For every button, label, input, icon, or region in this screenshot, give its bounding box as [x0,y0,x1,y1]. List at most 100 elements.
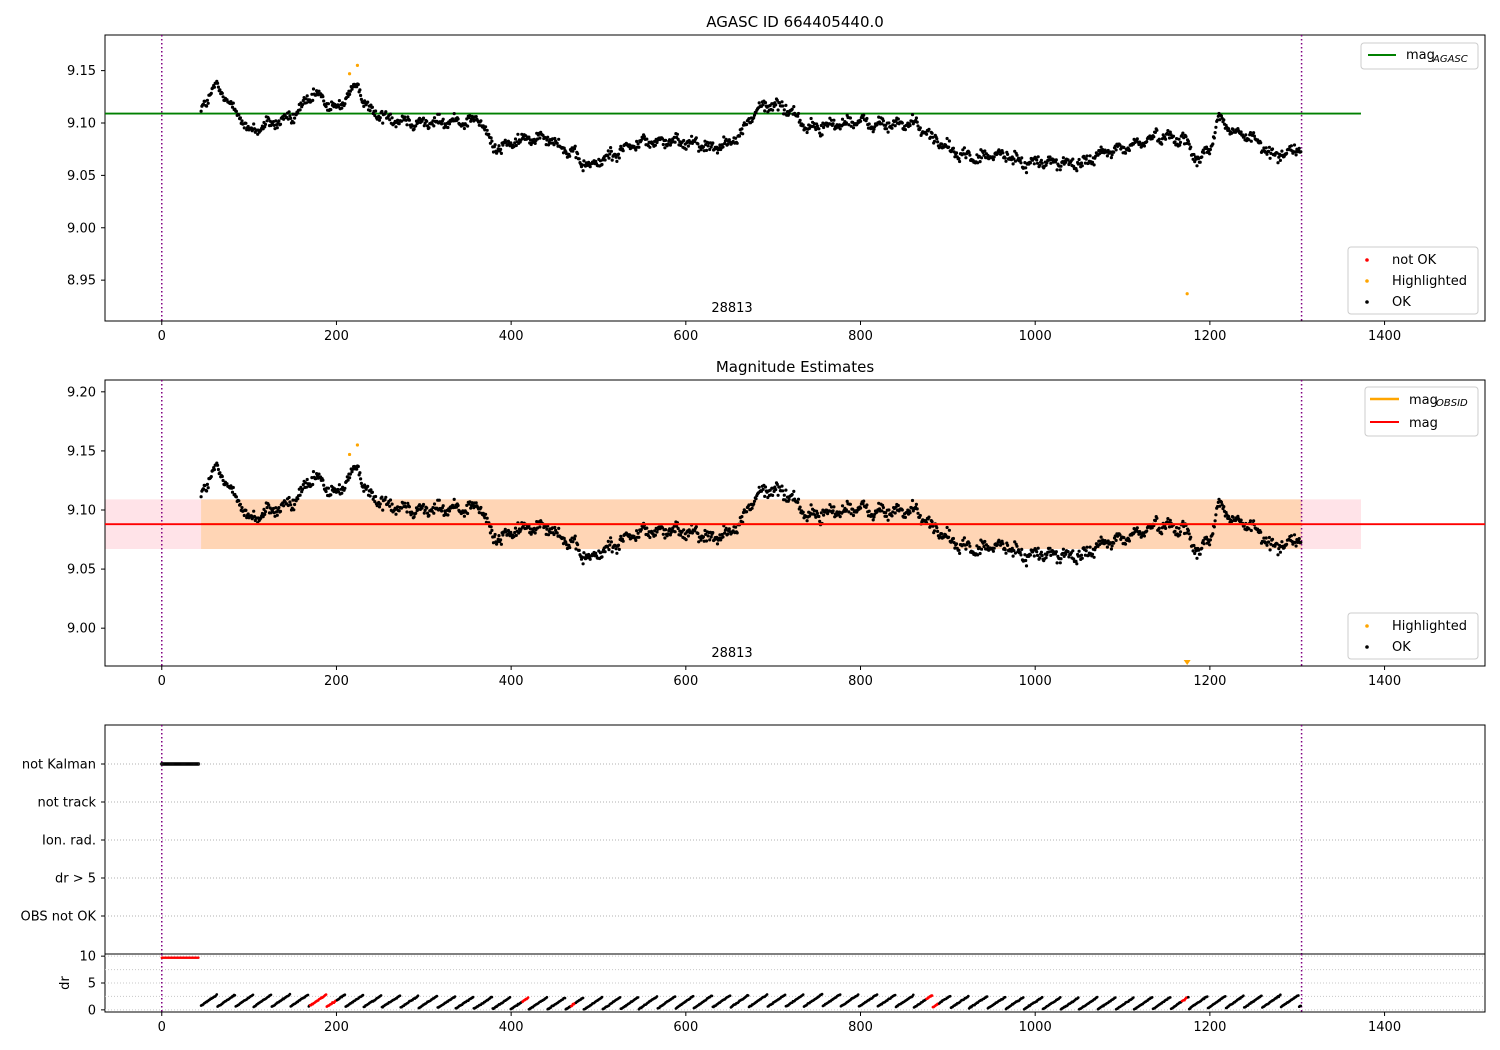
panel1-ok-point [370,105,374,109]
panel1-ok-point [574,156,578,160]
panel1-ok-point [822,125,826,130]
panel1-ok-point [1293,150,1297,154]
panel1-ok-point [645,137,649,141]
panel2-ok-point [871,518,875,522]
panel2-ok-point [469,506,473,510]
panel1-ok-point [271,120,275,124]
panel2-ok-point [616,543,621,547]
panel4-dr-point [563,996,567,1000]
panel1-ok-point [740,127,744,131]
panel4-dr-point [710,994,714,998]
panel1-legend-ok: OK [1392,295,1411,310]
panel2-ok-point [552,532,556,537]
panel2-ok-point [237,499,241,503]
panel2-ok-point [489,525,493,529]
panel4-dr-point [1224,995,1227,998]
panel2-ok-point [697,540,701,544]
panel1-ytick-label-1: 9.00 [67,221,96,236]
panel4-dr-point [618,996,622,999]
panel1-title: AGASC ID 664405440.0 [706,13,884,31]
panel1-ok-point [462,126,466,131]
panel2-ok-point [1277,547,1281,551]
panel1-ok-point [1160,142,1164,146]
panel1-ok-point [1099,145,1103,149]
panel1-ok-point [263,125,267,129]
panel2-ok-point [416,507,420,512]
panel1-ok-point [1248,131,1253,135]
panel1-ok-point [1211,142,1215,146]
panel4-dr-point [655,995,659,998]
panel1-ytick-label-0: 8.95 [67,274,96,289]
panel2-ok-point [886,518,890,522]
panel1-ok-point [957,157,961,161]
panel2-ok-point [1236,514,1240,518]
panel2-ok-point [246,512,250,516]
panel1-ok-point [1292,143,1297,147]
panel2-ok-point [423,508,427,512]
panel1-ok-point [394,125,398,129]
panel1-xtick-label-7: 1400 [1368,329,1401,344]
panel1-ok-point [1256,138,1260,142]
panel1-ok-point [1122,145,1126,150]
panel1-ok-point [340,106,344,110]
panel1-ok-point [1294,153,1298,157]
panel1-ok-point [606,149,610,153]
panel1-legend-highlighted: Highlighted [1392,274,1467,289]
panel1-ok-point [1289,144,1293,148]
panel2-ok-point [911,509,915,513]
panel4-dr-point [416,994,420,997]
panel1-ok-point [553,136,557,141]
panel2-ok-point [916,511,920,515]
panel2-ok-point [694,525,698,529]
panel1-ok-point [1208,152,1212,156]
panel2-ok-point [1213,519,1217,523]
panel2-ok-point [577,548,581,553]
panel2-ok-point [348,476,352,480]
panel2-ok-point [495,540,499,544]
panel1-ok-point [1079,161,1084,165]
panel2-ok-point [1178,533,1182,537]
panel1-ok-point [1071,157,1075,161]
panel2-ok-point [1192,543,1196,548]
panel2-ok-point [394,512,398,516]
panel2-ok-point [580,555,584,559]
panel2-ok-point [238,502,242,506]
panel2-ok-point [1167,525,1172,529]
panel4-xtick-label-2: 400 [499,1020,524,1035]
panel1-ok-point [1230,131,1234,135]
panel1-ytick-label-4: 9.15 [67,64,96,79]
panel1-ok-point [690,141,695,145]
panel1-ok-point [724,137,728,141]
panel2-ok-point [726,532,730,536]
panel4-xtick-label-6: 1200 [1193,1020,1226,1035]
panel4-dr-point [1299,1004,1303,1008]
panel4-dr-point [1059,996,1062,999]
panel1-ok-point [605,154,610,158]
panel1-ok-point [513,137,518,141]
panel1-ok-point [552,143,556,147]
panel2-ok-point [639,528,643,532]
panel1-ok-point [741,132,745,136]
panel1-ok-point [201,102,205,106]
panel2-ok-point [931,524,935,528]
panel2-ok-point [703,528,707,533]
panel2-ok-point [809,503,813,507]
panel2-ok-point [1173,529,1177,533]
panel1-ok-point [774,103,778,107]
panel2-ok-point [673,530,677,534]
panel2-ok-point [432,502,437,506]
panel2-ok-point [399,506,404,510]
panel2-ok-point [477,510,481,515]
panel1-ok-point [388,112,393,116]
panel1-highlighted-point-1 [355,63,360,67]
panel2-ok-point [1248,519,1253,523]
panel2-ok-point [861,502,865,506]
panel1-ok-point [954,151,959,155]
panel1-ok-point [218,88,222,92]
panel1-ok-point [1186,139,1190,143]
panel4-ytick-label-0: 0 [88,1003,96,1018]
panel2-ok-point [1112,541,1116,545]
panel1-ok-point [880,122,884,126]
panel1-ok-point [1006,152,1010,156]
panel1-ok-point [277,119,281,123]
